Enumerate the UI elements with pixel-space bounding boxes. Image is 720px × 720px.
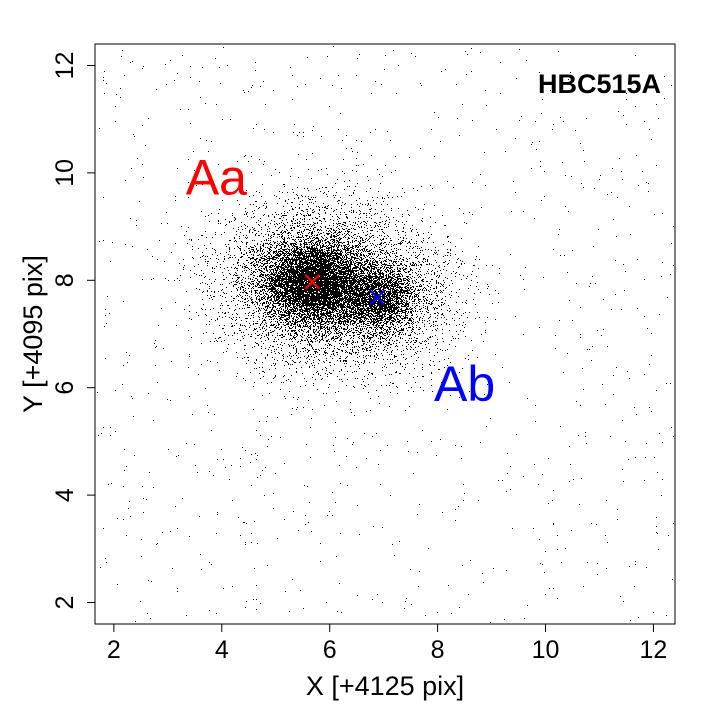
y-tick-label: 6 bbox=[51, 381, 79, 395]
x-tick-label: 6 bbox=[323, 636, 337, 664]
component-markers bbox=[304, 274, 385, 306]
y-axis: 2 4 6 8 10 12 bbox=[51, 52, 95, 610]
scatter-points bbox=[97, 46, 674, 623]
x-tick-label: 4 bbox=[215, 636, 229, 664]
y-tick-label: 8 bbox=[51, 273, 79, 287]
x-axis-title: X [+4125 pix] bbox=[306, 671, 464, 701]
x-tick-label: 10 bbox=[532, 636, 560, 664]
y-tick-label: 2 bbox=[51, 596, 79, 610]
component-label-ab: Ab bbox=[434, 356, 495, 412]
y-tick-label: 4 bbox=[51, 488, 79, 502]
data-points bbox=[97, 46, 674, 623]
y-tick-label: 10 bbox=[51, 159, 79, 187]
y-axis-title: Y [+4095 pix] bbox=[18, 255, 48, 413]
plot-frame bbox=[94, 43, 676, 625]
x-tick-label: 12 bbox=[640, 636, 668, 664]
x-tick-label: 8 bbox=[431, 636, 445, 664]
component-marker-aa bbox=[304, 274, 321, 290]
x-axis: 2 4 6 8 10 12 bbox=[107, 624, 667, 664]
annotations: Aa Ab bbox=[186, 149, 495, 412]
component-marker-ab bbox=[369, 289, 385, 306]
chart-title: HBC515A bbox=[538, 69, 661, 99]
y-tick-label: 12 bbox=[51, 52, 79, 80]
component-label-aa: Aa bbox=[186, 149, 247, 205]
x-tick-label: 2 bbox=[107, 636, 121, 664]
